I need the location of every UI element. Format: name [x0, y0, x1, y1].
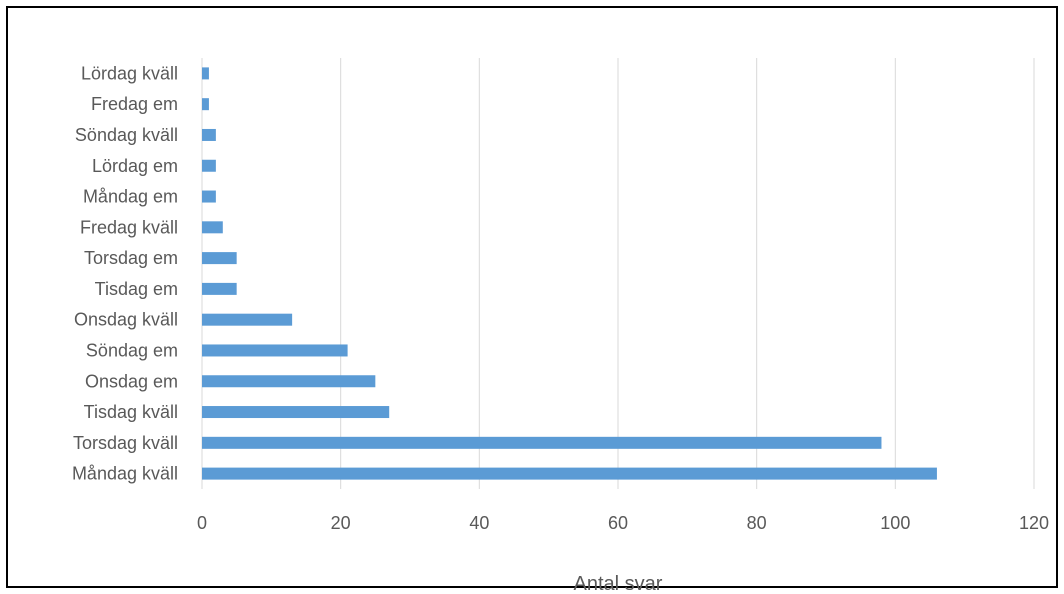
bar — [202, 252, 237, 265]
category-label: Söndag kväll — [75, 125, 178, 145]
category-labels: Måndag kväll Torsdag kväll Tisdag kväll Ons… — [72, 63, 178, 483]
x-tick-label: 40 — [469, 513, 489, 533]
bar — [202, 98, 209, 111]
bar — [202, 375, 376, 388]
bar — [202, 159, 216, 172]
category-label: Onsdag em — [85, 371, 178, 391]
chart-frame — [6, 6, 1058, 588]
category-label: Tisdag em — [95, 279, 178, 299]
category-label: Fredag em — [91, 94, 178, 114]
bar — [202, 406, 390, 419]
x-tick-labels: 0 20 40 60 80 100 120 — [197, 513, 1049, 533]
category-label: Lördag em — [92, 156, 178, 176]
bar — [202, 67, 209, 80]
bar — [202, 282, 237, 295]
x-tick-label: 0 — [197, 513, 207, 533]
category-label: Fredag kväll — [80, 217, 178, 237]
bar — [202, 221, 223, 234]
bar — [202, 436, 882, 449]
x-tick-label: 60 — [608, 513, 628, 533]
category-label: Söndag em — [86, 340, 178, 360]
category-label: Torsdag em — [84, 248, 178, 268]
x-tick-label: 100 — [880, 513, 910, 533]
x-axis-title: Antal svar — [574, 573, 663, 594]
bars — [202, 67, 937, 480]
bar — [202, 190, 216, 203]
bar — [202, 344, 348, 357]
category-label: Torsdag kväll — [73, 433, 178, 453]
category-label: Måndag em — [83, 187, 178, 207]
x-tick-label: 20 — [331, 513, 351, 533]
category-label: Onsdag kväll — [74, 310, 178, 330]
category-label: Tisdag kväll — [84, 402, 178, 422]
bar — [202, 128, 216, 141]
x-tick-label: 120 — [1019, 513, 1049, 533]
category-label: Måndag kväll — [72, 464, 178, 484]
category-label: Lördag kväll — [81, 63, 178, 83]
x-tick-label: 80 — [747, 513, 767, 533]
bar — [202, 467, 937, 480]
gridlines — [201, 58, 1035, 489]
bar — [202, 313, 293, 326]
